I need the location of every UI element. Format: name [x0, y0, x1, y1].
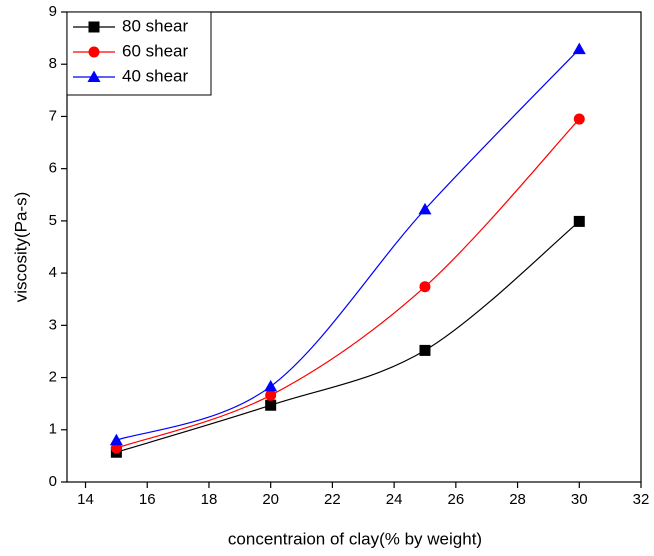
- marker: [418, 202, 432, 215]
- y-tick-label: 9: [49, 3, 57, 20]
- series-line: [116, 118, 580, 449]
- y-tick-label: 4: [49, 264, 57, 281]
- marker: [265, 389, 277, 401]
- x-tick-label: 32: [633, 491, 650, 508]
- marker: [264, 379, 278, 392]
- series-line: [116, 48, 580, 441]
- y-tick-label: 2: [49, 369, 57, 386]
- y-tick-label: 1: [49, 421, 57, 438]
- y-tick-label: 0: [49, 473, 57, 490]
- marker: [419, 344, 431, 356]
- x-tick-label: 26: [447, 491, 464, 508]
- y-tick-label: 8: [49, 55, 57, 72]
- marker: [109, 433, 123, 446]
- legend-label: 80 shear: [122, 16, 188, 35]
- legend-marker: [88, 46, 100, 58]
- legend-marker: [87, 70, 101, 82]
- x-tick-label: 22: [324, 491, 341, 508]
- x-axis-title: concentraion of clay(% by weight): [228, 529, 482, 548]
- legend-label: 60 shear: [122, 41, 188, 60]
- x-tick-label: 28: [509, 491, 526, 508]
- marker: [572, 42, 586, 55]
- marker: [110, 442, 122, 454]
- x-tick-label: 16: [139, 491, 156, 508]
- x-tick-label: 30: [571, 491, 588, 508]
- legend-label: 40 shear: [122, 66, 188, 85]
- x-tick-label: 20: [262, 491, 279, 508]
- y-tick-label: 7: [49, 107, 57, 124]
- marker: [265, 399, 277, 411]
- y-tick-label: 6: [49, 160, 57, 177]
- legend-marker: [88, 21, 100, 33]
- marker: [573, 215, 585, 227]
- y-tick-label: 3: [49, 316, 57, 333]
- x-tick-label: 24: [386, 491, 403, 508]
- series-line: [116, 220, 580, 453]
- y-axis-title: viscosity(Pa-s): [11, 192, 30, 303]
- marker: [573, 113, 585, 125]
- x-tick-label: 18: [201, 491, 218, 508]
- marker: [419, 281, 431, 293]
- plot-frame: [66, 11, 642, 483]
- y-tick-label: 5: [49, 212, 57, 229]
- x-tick-label: 14: [77, 491, 94, 508]
